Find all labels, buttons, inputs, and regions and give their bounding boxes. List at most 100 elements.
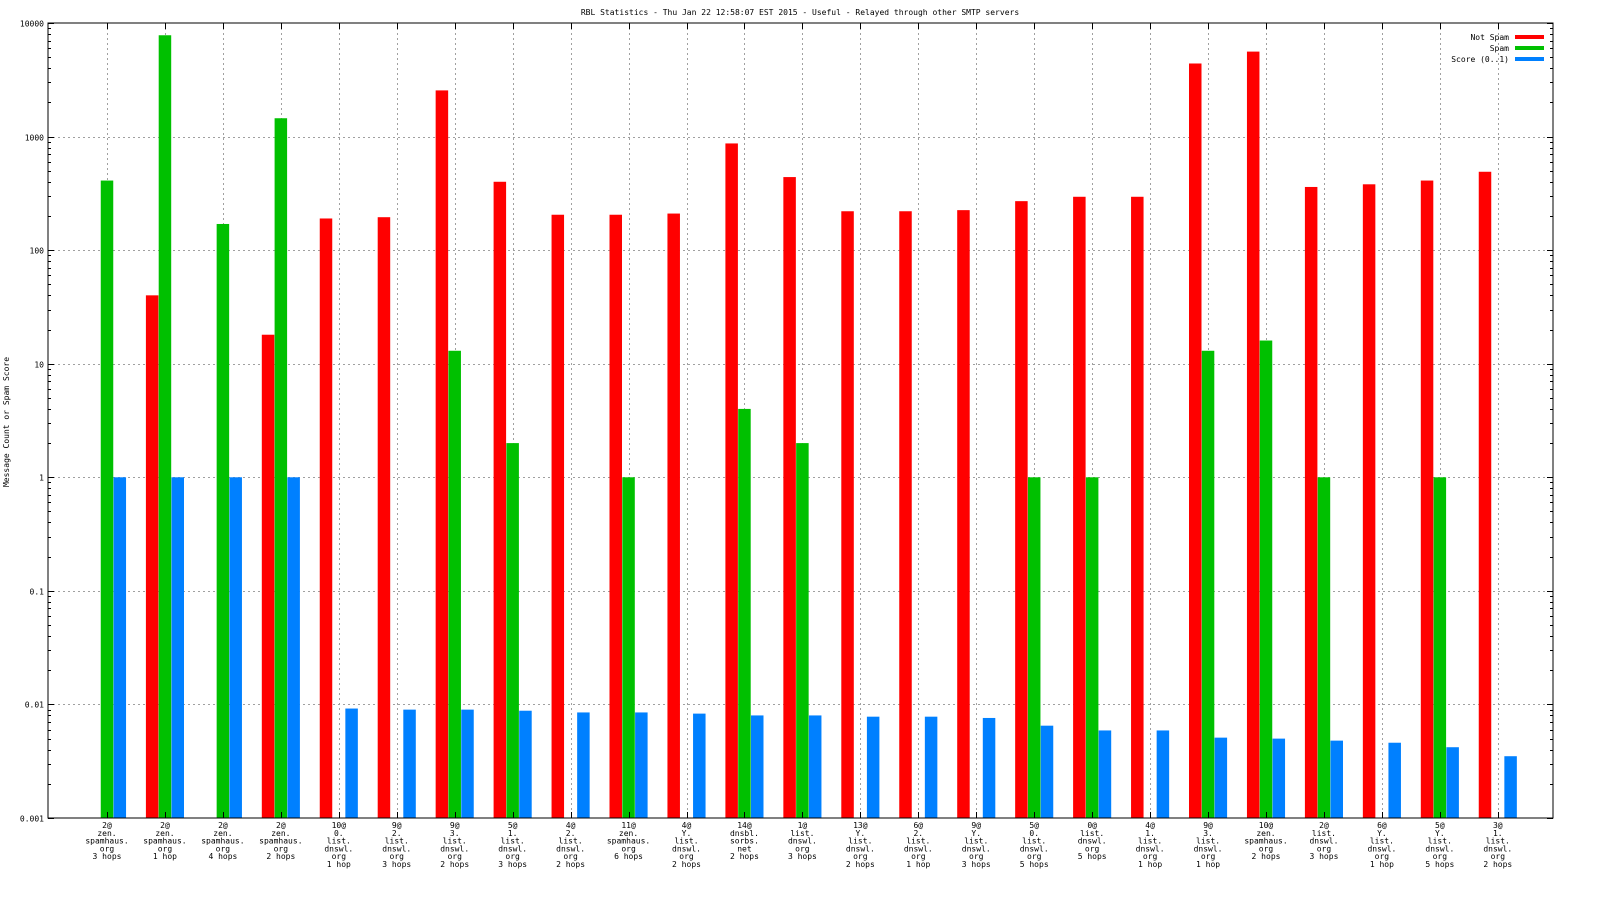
legend-swatch: [1515, 57, 1544, 61]
x-category-label-line: org: [621, 844, 636, 853]
bar-spam: [796, 443, 809, 818]
x-category-label-line: org: [1433, 852, 1448, 861]
bar-score-0-1: [1272, 738, 1286, 818]
y-tick-label: 1000: [25, 134, 44, 143]
bar-not-spam: [783, 177, 796, 818]
x-category-label: 2@ list. dnswl. org 3 hops: [1309, 821, 1338, 861]
x-category-label: 2@ zen. spamhaus. org 4 hops: [201, 821, 244, 861]
x-category-label-line: 10@: [332, 821, 347, 830]
x-category-label-line: list.: [1080, 829, 1104, 838]
bar-score-0-1: [229, 477, 242, 818]
bar-spam: [158, 35, 172, 818]
bar-not-spam: [319, 218, 333, 819]
x-category-label-line: org: [1259, 844, 1274, 853]
x-category-label: 3@ 1. list. dnswl. org 2 hops: [1483, 821, 1512, 869]
x-category-label-line: 4 hops: [208, 852, 237, 861]
x-category-label-line: Y.: [971, 829, 981, 838]
bar-score-0-1: [635, 712, 648, 818]
bar-spam: [1027, 477, 1041, 818]
x-category-label: 9@ 3. list. dnswl. org 2 hops: [440, 821, 469, 869]
x-category-label-line: org: [274, 844, 289, 853]
x-category-label-line: list.: [674, 837, 698, 846]
bar-score-0-1: [866, 716, 880, 818]
x-category-label-line: 2.: [913, 829, 923, 838]
bar-score-0-1: [1388, 742, 1401, 818]
x-category-label-line: Y.: [1377, 829, 1387, 838]
x-category-label-line: 9@: [392, 821, 402, 830]
bar-spam: [738, 408, 751, 818]
x-category-label-line: dnswl.: [1020, 844, 1049, 853]
bar-score-0-1: [751, 715, 764, 818]
x-category-label-line: dnswl.: [1078, 837, 1107, 846]
bar-not-spam: [435, 90, 449, 818]
x-category-label-line: dnswl.: [1367, 844, 1396, 853]
x-category-label: 14@ dnsbl. sorbs. net 2 hops: [730, 821, 759, 861]
x-category-label-line: 1 hop: [327, 860, 351, 869]
x-category-label-line: 4@: [566, 821, 576, 830]
legend-label: Spam: [1490, 44, 1509, 53]
x-category-label-line: 2@: [160, 821, 170, 830]
x-category-label-line: Y.: [1435, 829, 1445, 838]
bar-spam: [274, 118, 288, 819]
bar-score-0-1: [403, 709, 416, 818]
x-category-label-line: net: [737, 844, 752, 853]
x-category-label-line: 2@: [1319, 821, 1329, 830]
y-axis-label: Message Count or Spam Score: [2, 357, 11, 487]
x-category-label: 4@ 2. list. dnswl. org 2 hops: [556, 821, 585, 869]
x-category-label-line: dnswl.: [382, 844, 411, 853]
x-category-label-line: 3 hops: [382, 860, 411, 869]
bar-not-spam: [667, 213, 680, 819]
x-category-label-line: zen.: [213, 829, 232, 838]
x-category-label-line: list.: [1312, 829, 1336, 838]
x-category-label-line: 11@: [621, 821, 636, 830]
bar-spam: [100, 180, 114, 819]
x-category-label-line: org: [505, 852, 520, 861]
bar-score-0-1: [1504, 756, 1517, 818]
x-category-label-line: 2 hops: [730, 852, 759, 861]
bar-score-0-1: [924, 716, 938, 818]
x-category-label-line: 5 hops: [1425, 860, 1454, 869]
x-category-label: 0@ list. dnswl. org 5 hops: [1078, 821, 1107, 861]
x-category-label-line: 2 hops: [266, 852, 295, 861]
x-category-label-line: dnswl.: [962, 844, 991, 853]
x-category-label-line: 1 hop: [153, 852, 177, 861]
x-category-label-line: zen.: [271, 829, 290, 838]
y-tick-label: 1: [39, 474, 44, 483]
x-category-label-line: org: [1027, 852, 1042, 861]
bar-score-0-1: [1330, 740, 1343, 818]
x-category-label-line: org: [100, 844, 115, 853]
x-category-label-line: 5 hops: [1078, 852, 1107, 861]
x-category-label-line: 6 hops: [614, 852, 643, 861]
x-category-label-line: dnswl.: [672, 844, 701, 853]
x-category-label: 13@ Y. list. dnswl. org 2 hops: [846, 821, 875, 869]
x-category-label-line: 2 hops: [1252, 852, 1281, 861]
x-category-label-line: spamhaus.: [259, 837, 302, 846]
legend-label: Not Spam: [1470, 33, 1509, 42]
x-category-label-line: 1@: [798, 821, 808, 830]
x-category-label-line: dnswl.: [846, 844, 875, 853]
x-category-label-line: org: [1085, 844, 1100, 853]
x-category-label-line: list.: [443, 837, 467, 846]
x-category-label: 4@ Y. list. dnswl. org 2 hops: [672, 821, 701, 869]
x-category-label: 1@ list. dnswl. org 3 hops: [788, 821, 817, 861]
x-category-label-line: dnswl.: [498, 844, 527, 853]
x-category-label: 5@ 1. list. dnswl. org 3 hops: [498, 821, 527, 869]
bar-not-spam: [493, 181, 507, 818]
x-category-label-line: org: [390, 852, 405, 861]
x-category-label-line: list.: [385, 837, 409, 846]
bar-score-0-1: [982, 717, 996, 818]
x-category-label: 6@ Y. list. dnswl. org 1 hop: [1367, 821, 1396, 869]
x-category-label-line: list.: [1022, 837, 1046, 846]
bar-spam: [1085, 477, 1099, 818]
bar-spam: [506, 443, 519, 818]
bar-spam: [1201, 350, 1215, 818]
bar-spam: [216, 223, 230, 819]
x-category-label-line: 3 hops: [962, 860, 991, 869]
bar-spam: [1433, 477, 1447, 818]
x-category-label-line: sorbs.: [730, 837, 759, 846]
plot-frame: [47, 22, 1554, 819]
x-category-label-line: org: [332, 852, 347, 861]
x-category-label-line: org: [1491, 852, 1506, 861]
x-category-label-line: 14@: [737, 821, 752, 830]
x-category-label-line: 3 hops: [788, 852, 817, 861]
